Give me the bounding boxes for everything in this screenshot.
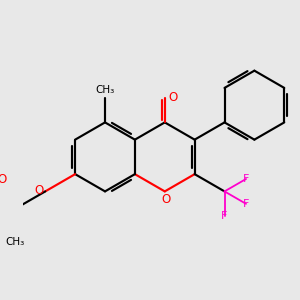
- Text: F: F: [243, 174, 249, 184]
- Text: CH₃: CH₃: [6, 237, 25, 247]
- Text: CH₃: CH₃: [95, 85, 115, 95]
- Text: F: F: [221, 211, 228, 221]
- Text: O: O: [161, 193, 171, 206]
- Text: O: O: [0, 173, 7, 186]
- Text: O: O: [34, 184, 43, 197]
- Text: O: O: [168, 91, 178, 104]
- Text: F: F: [243, 199, 249, 209]
